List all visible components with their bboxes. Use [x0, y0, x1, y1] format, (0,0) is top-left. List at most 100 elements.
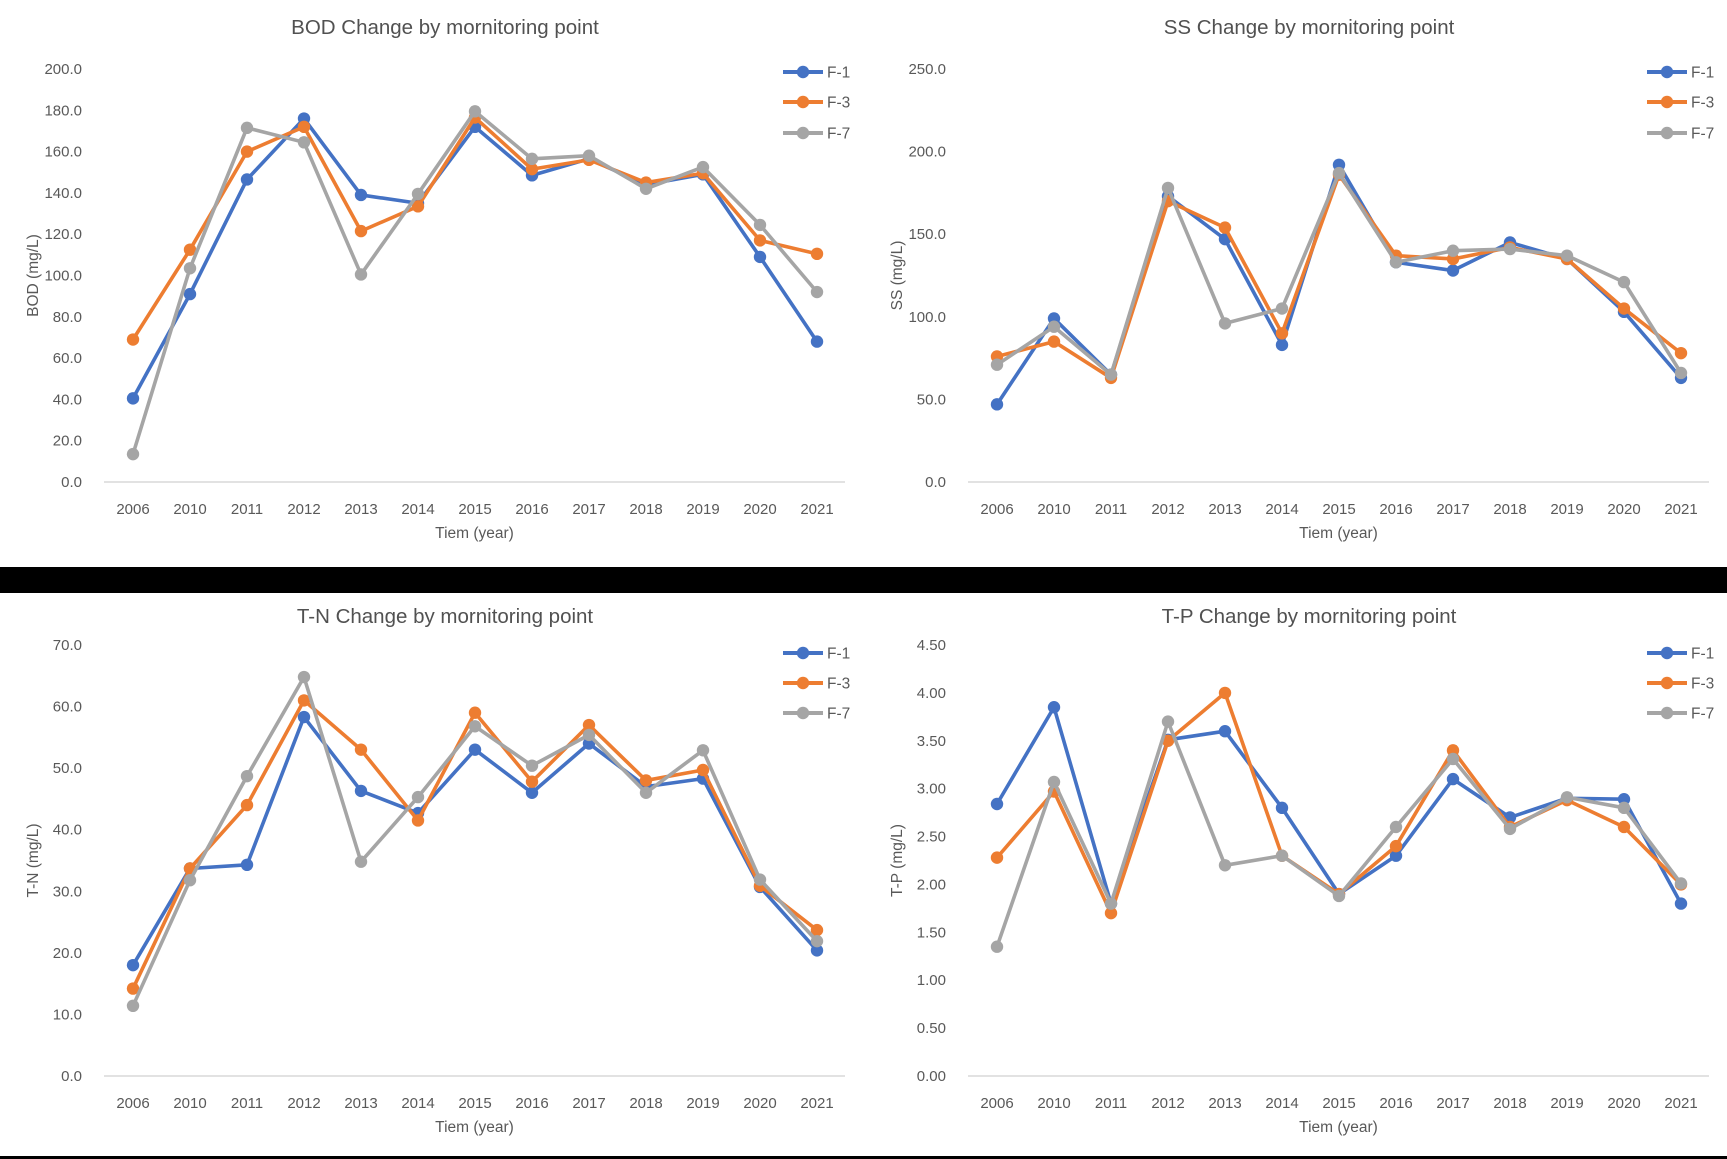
legend-label: F-3 [1691, 676, 1714, 693]
y-tick-label: 100.0 [908, 309, 946, 326]
legend-marker-dot [1660, 65, 1674, 79]
data-point-f-7 [810, 285, 824, 299]
y-axis-title: T-P (mg/L) [889, 824, 906, 897]
legend-label: F-7 [827, 706, 850, 723]
y-tick-label: 120.0 [44, 226, 82, 243]
x-tick-label: 2011 [1095, 1095, 1127, 1112]
data-point-f-1 [183, 287, 197, 301]
x-tick-label: 2018 [629, 501, 662, 518]
x-tick-label: 2020 [743, 501, 776, 518]
data-point-f-7 [582, 728, 596, 742]
legend-item-f-3: F-3 [783, 95, 850, 112]
data-point-f-1 [126, 958, 140, 972]
chart-svg: T-N Change by mornitoring point 0.0 10.0 20… [25, 605, 850, 1136]
legend-marker-dot [1660, 706, 1674, 720]
data-point-f-1 [297, 710, 311, 724]
legend-marker-dot [796, 65, 810, 79]
data-point-f-7 [1503, 822, 1517, 836]
x-tick-label: 2021 [800, 501, 833, 518]
data-point-f-3 [126, 982, 140, 995]
data-point-f-7 [240, 769, 254, 783]
x-tick-label: 2010 [173, 1095, 206, 1112]
x-tick-label: 2006 [116, 1095, 149, 1112]
y-axis-title: T-N (mg/L) [25, 823, 42, 897]
chart-svg: BOD Change by mornitoring point 0.0 20.0 40… [25, 16, 850, 542]
x-tick-label: 2010 [1037, 1095, 1070, 1112]
y-tick-label: 4.00 [917, 685, 946, 702]
data-point-f-7 [639, 786, 653, 799]
data-point-f-7 [1047, 775, 1061, 789]
x-tick-label: 2013 [344, 501, 377, 518]
legend-label: F-1 [1691, 65, 1714, 82]
data-point-f-1 [1218, 725, 1232, 738]
y-tick-label: 80.0 [53, 309, 82, 326]
y-tick-label: 60.0 [53, 350, 82, 367]
data-point-f-1 [354, 188, 368, 202]
data-point-f-7 [1161, 715, 1175, 728]
data-point-f-1 [1674, 897, 1688, 910]
data-point-f-7 [1275, 302, 1289, 315]
legend-marker-dot [1660, 95, 1674, 109]
y-tick-label: 140.0 [44, 185, 82, 202]
legend-item-f-1: F-1 [1647, 646, 1714, 663]
x-tick-label: 2020 [1607, 501, 1640, 518]
data-point-f-1 [810, 335, 824, 348]
x-tick-label: 2011 [231, 1095, 263, 1112]
y-tick-label: 1.50 [917, 924, 946, 941]
y-tick-label: 0.0 [61, 474, 82, 491]
data-point-f-3 [1161, 734, 1175, 747]
y-tick-label: 0.0 [925, 474, 946, 491]
legend-marker-dot [1660, 676, 1674, 690]
x-tick-label: 2018 [629, 1095, 662, 1112]
data-point-f-1 [126, 392, 140, 405]
data-point-f-3 [1275, 327, 1289, 340]
x-axis-title: Tiem (year) [1299, 525, 1378, 542]
chart-panel-tn: T-N Change by mornitoring point 0.0 10.0 20… [0, 593, 863, 1156]
y-tick-label: 2.50 [917, 829, 946, 846]
data-point-f-7 [354, 268, 368, 281]
x-tick-label: 2017 [1436, 501, 1469, 518]
x-tick-label: 2020 [743, 1095, 776, 1112]
data-point-f-7 [753, 218, 767, 232]
x-tick-label: 2006 [980, 1095, 1013, 1112]
data-point-f-7 [696, 160, 710, 174]
y-tick-label: 70.0 [53, 637, 82, 654]
data-point-f-7 [468, 105, 482, 118]
data-point-f-7 [525, 152, 539, 166]
data-point-f-7 [1503, 242, 1517, 256]
data-point-f-7 [1218, 859, 1232, 872]
horizontal-divider-bar [0, 567, 1727, 593]
y-tick-label: 3.50 [917, 733, 946, 750]
data-point-f-7 [411, 790, 425, 804]
data-point-f-3 [183, 243, 197, 256]
legend-label: F-7 [827, 126, 850, 143]
data-point-f-3 [1218, 221, 1232, 234]
x-tick-label: 2012 [287, 501, 320, 518]
y-tick-label: 50.0 [53, 760, 82, 777]
legend-marker-dot [796, 95, 810, 109]
data-point-f-1 [753, 250, 767, 264]
x-tick-label: 2016 [515, 501, 548, 518]
chart-svg: T-P Change by mornitoring point 0.00 0.50 1… [889, 605, 1714, 1136]
y-tick-label: 0.50 [917, 1020, 946, 1037]
data-point-f-3 [297, 120, 311, 134]
x-tick-label: 2012 [1151, 1095, 1184, 1112]
legend-label: F-7 [1691, 126, 1714, 143]
series-line-f-7 [995, 171, 1683, 377]
x-tick-label: 2006 [116, 501, 149, 518]
data-point-f-3 [1674, 346, 1688, 360]
data-point-f-3 [1104, 906, 1118, 920]
legend-item-f-7: F-7 [783, 706, 850, 723]
data-point-f-7 [1389, 256, 1403, 269]
data-point-f-1 [990, 398, 1004, 411]
y-tick-label: 40.0 [53, 391, 82, 408]
data-point-f-3 [411, 200, 425, 213]
data-point-f-3 [1617, 302, 1631, 315]
x-tick-label: 2017 [572, 501, 605, 518]
y-tick-label: 30.0 [53, 883, 82, 900]
data-point-f-3 [1218, 686, 1232, 700]
data-point-f-3 [240, 798, 254, 812]
x-tick-label: 2014 [1265, 501, 1298, 518]
y-tick-label: 1.00 [917, 972, 946, 989]
